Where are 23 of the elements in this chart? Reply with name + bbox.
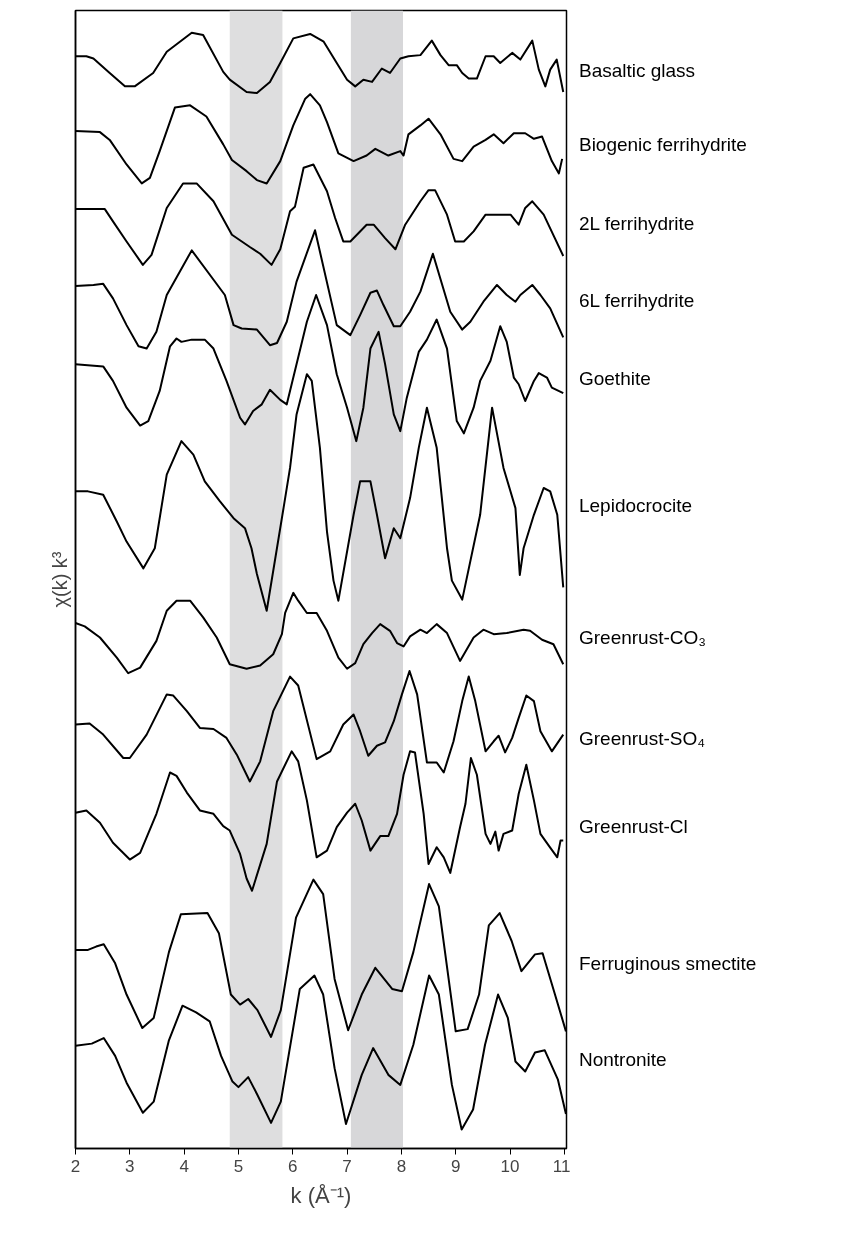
x-tick-label: 9	[450, 1156, 461, 1176]
x-tick-label: 7	[342, 1156, 352, 1176]
x-tick-label: 3	[125, 1156, 135, 1176]
series-label: 6L ferrihydrite	[578, 289, 695, 311]
series-label: Ferruginous smectite	[578, 953, 757, 975]
series-label: Goethite	[578, 367, 651, 389]
series-label: Nontronite	[578, 1049, 667, 1071]
x-tick-label: 10	[500, 1156, 520, 1176]
series-label: Biogenic ferrihydrite	[578, 134, 747, 156]
x-tick-label: 4	[179, 1156, 189, 1176]
series-label: Greenrust-Cl	[578, 816, 688, 838]
x-tick-label: 6	[288, 1156, 298, 1176]
x-axis-title: k (Å⁻¹)	[290, 1182, 352, 1208]
x-tick-label: 8	[396, 1156, 407, 1176]
x-tick-label: 11	[552, 1156, 571, 1176]
y-axis-title: χ(k) k³	[48, 551, 71, 608]
x-tick-label: 5	[233, 1156, 244, 1176]
series-label: Lepidocrocite	[578, 494, 692, 516]
x-tick-label: 2	[70, 1156, 81, 1176]
series-label: Greenrust-SO₄	[578, 728, 706, 750]
series-label: 2L ferrihydrite	[578, 212, 695, 234]
series-label: Greenrust-CO₃	[578, 626, 707, 648]
series-label: Basaltic glass	[578, 59, 696, 81]
